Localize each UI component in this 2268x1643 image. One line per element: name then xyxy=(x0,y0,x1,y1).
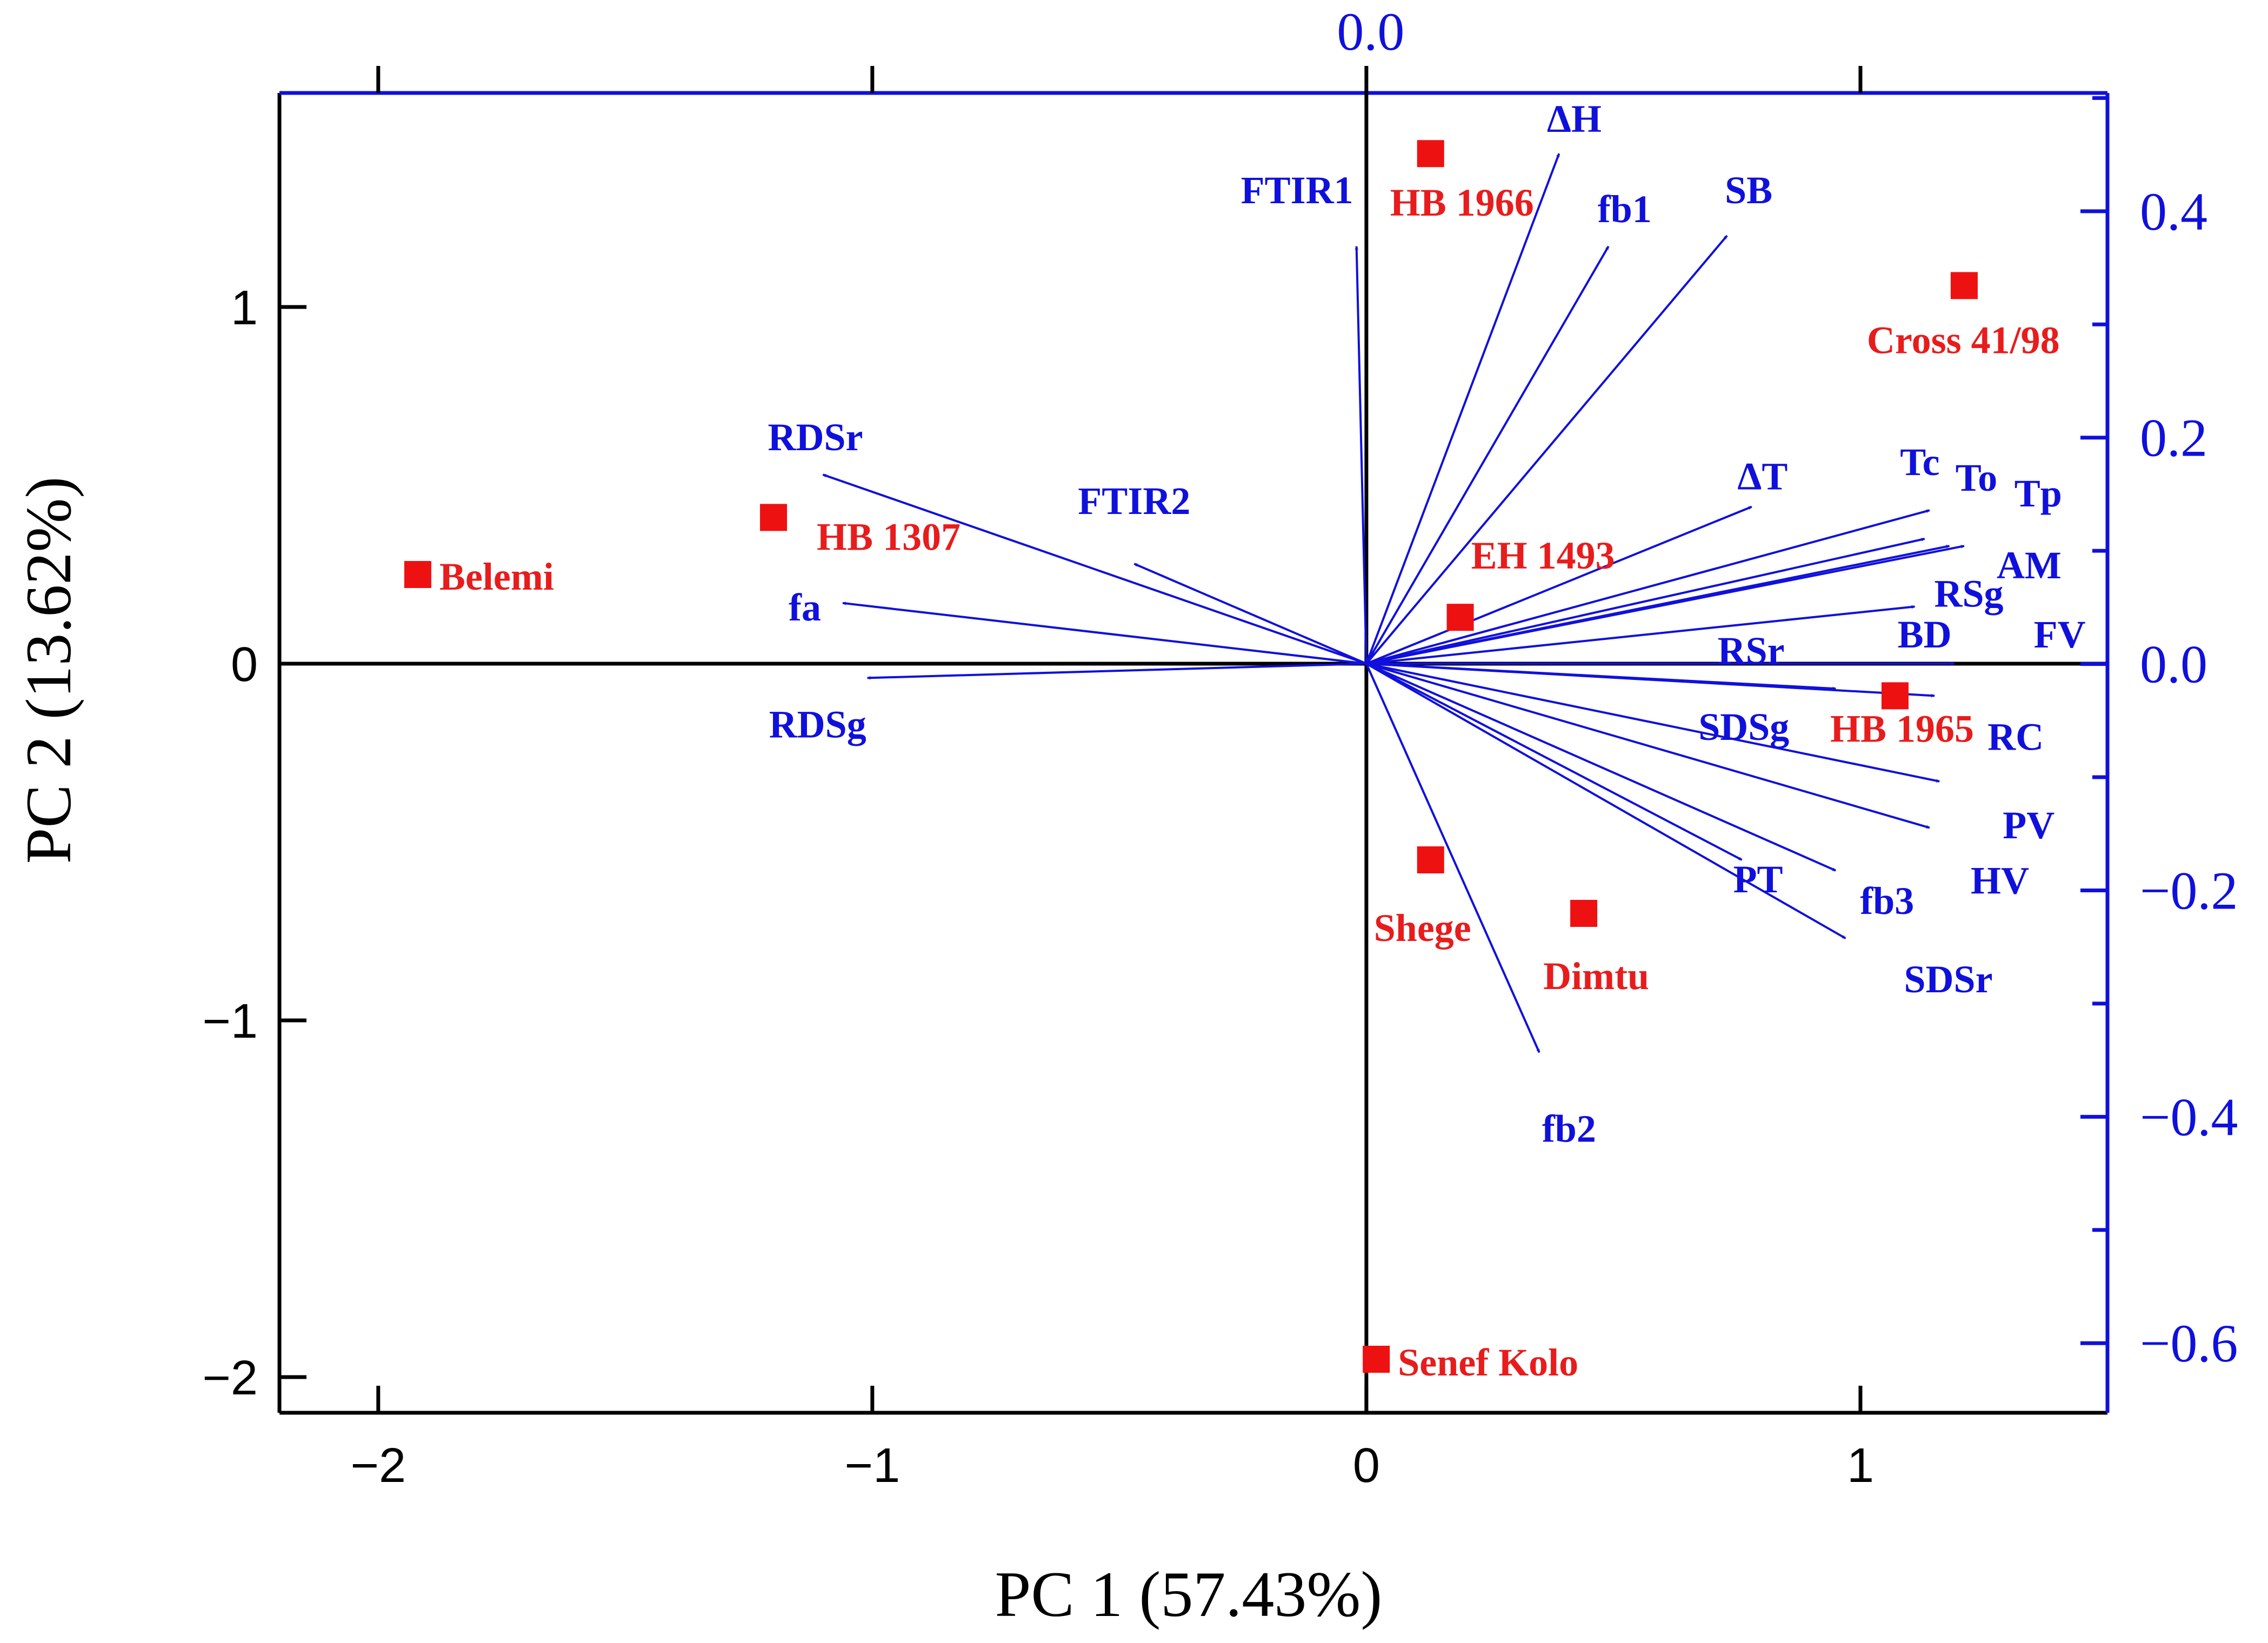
loading-arrow-ftir1 xyxy=(1355,246,1368,664)
y-tick-label: 1 xyxy=(231,281,258,335)
loading-arrow-am xyxy=(1366,544,1965,665)
loading-label-delta-h: ΔH xyxy=(1547,97,1602,141)
loading-label-rdsg: RDSg xyxy=(769,703,866,746)
axis-ticks: −2 −1 0 1 −2 −1 0 1 0.4 0.2 0.0 −0.2 −0.4 −0.6 0.0 xyxy=(202,2,2238,1493)
score-marker-dimtu xyxy=(1570,900,1598,927)
loading-label-to: To xyxy=(1956,456,1997,499)
plot-frame xyxy=(277,91,2110,1415)
right-tick-label: −0.6 xyxy=(2140,1313,2238,1373)
score-points: HB 1966 Cross 41/98 HB 1307 Belemi EH 1493 HB… xyxy=(404,140,2060,1384)
axis-labels: PC 1 (57.43%) PC 2 (13.62%) xyxy=(12,477,1382,1630)
score-marker-senef-kolo xyxy=(1363,1346,1390,1373)
loading-arrow-ftir2 xyxy=(1133,563,1367,665)
loading-label-sb: SB xyxy=(1725,169,1772,212)
loading-label-pv: PV xyxy=(2003,804,2054,847)
right-tick-label: −0.2 xyxy=(2140,860,2238,920)
score-label-senef-kolo: Senef Kolo xyxy=(1398,1341,1578,1384)
loading-label-fv: FV xyxy=(2034,613,2086,656)
loading-arrow-rsg xyxy=(1366,605,1916,665)
score-marker-hb-1966 xyxy=(1417,140,1444,168)
score-marker-belemi xyxy=(404,561,431,588)
score-label-belemi: Belemi xyxy=(439,555,554,598)
loading-arrow-tc xyxy=(1366,509,1930,665)
x-axis-title: PC 1 (57.43%) xyxy=(995,1558,1383,1630)
loading-arrow-tp xyxy=(1366,537,1925,665)
score-marker-eh-1493 xyxy=(1446,604,1474,631)
score-marker-shege xyxy=(1417,846,1444,873)
loading-label-tp: Tp xyxy=(2014,472,2062,515)
loading-label-ftir2: FTIR2 xyxy=(1078,479,1190,523)
loading-label-fb3: fb3 xyxy=(1860,879,1914,923)
score-label-dimtu: Dimtu xyxy=(1543,954,1649,998)
y-axis-title: PC 2 (13.62%) xyxy=(12,477,84,864)
loading-arrow-sdsr xyxy=(1365,663,1846,939)
loading-vectors: ΔH FTIR1 fb1 SB RDSr FTIR2 fa RDSg ΔT Tc To Tp AMRSg… xyxy=(768,97,2085,1150)
loading-arrow-pv xyxy=(1366,663,1940,783)
right-tick-label: −0.4 xyxy=(2140,1087,2238,1147)
loading-label-sdsr: SDSr xyxy=(1904,958,1993,1001)
loading-arrow-hv xyxy=(1366,663,1930,829)
loading-arrow-fa xyxy=(842,602,1367,665)
loading-label-rsr: RSr xyxy=(1718,629,1785,672)
x-tick-label: −1 xyxy=(845,1439,900,1493)
loading-label-am: AM xyxy=(1997,544,2062,587)
loading-label-rc: RC xyxy=(1987,715,2044,758)
score-label-eh-1493: EH 1493 xyxy=(1471,534,1615,577)
score-label-shege: Shege xyxy=(1374,906,1471,950)
loading-label-rsg: RSg xyxy=(1934,572,2003,615)
loading-label-delta-t: ΔT xyxy=(1737,455,1787,498)
loading-label-fa: fa xyxy=(789,586,821,629)
score-marker-hb-1307 xyxy=(760,504,788,531)
loading-arrow-rdsg xyxy=(867,663,1366,680)
x-tick-label: 0 xyxy=(1353,1439,1380,1493)
score-label-cross-41-98: Cross 41/98 xyxy=(1867,318,2060,362)
loading-arrow-rc xyxy=(1366,663,1935,698)
loading-label-fb1: fb1 xyxy=(1598,188,1652,231)
y-tick-label: 0 xyxy=(231,638,258,692)
loading-arrow-delta-h xyxy=(1365,153,1560,664)
x-tick-label: −2 xyxy=(350,1439,406,1493)
loading-arrow-fb2 xyxy=(1365,663,1540,1053)
right-tick-label: 0.4 xyxy=(2140,182,2207,242)
right-tick-label: 0.2 xyxy=(2140,408,2207,468)
loading-label-ftir1: FTIR1 xyxy=(1241,169,1353,212)
loading-arrow-pt xyxy=(1365,663,1743,861)
score-label-hb-1965: HB 1965 xyxy=(1830,707,1974,750)
right-tick-label: 0.0 xyxy=(2140,635,2207,694)
y-tick-label: −2 xyxy=(202,1351,258,1405)
score-marker-hb-1965 xyxy=(1881,682,1909,710)
loading-label-fb2: fb2 xyxy=(1542,1107,1596,1150)
x-tick-label: 1 xyxy=(1847,1439,1874,1493)
loading-arrow-fb1 xyxy=(1365,245,1610,665)
loading-arrow-delta-t xyxy=(1366,505,1752,665)
y-tick-label: −1 xyxy=(202,994,258,1048)
score-marker-cross-41-98 xyxy=(1950,272,1978,299)
loading-label-tc: Tc xyxy=(1900,440,1939,484)
loading-arrow-fb3 xyxy=(1366,663,1837,872)
loading-label-rdsr: RDSr xyxy=(768,416,863,459)
score-label-hb-1966: HB 1966 xyxy=(1390,181,1534,224)
top-tick-label: 0.0 xyxy=(1337,2,1404,62)
score-label-hb-1307: HB 1307 xyxy=(817,515,960,558)
loading-label-hv: HV xyxy=(1971,859,2029,903)
loading-label-bd: BD xyxy=(1898,613,1952,656)
loading-arrow-rdsr xyxy=(822,473,1367,665)
loading-arrow-sb xyxy=(1365,235,1728,665)
